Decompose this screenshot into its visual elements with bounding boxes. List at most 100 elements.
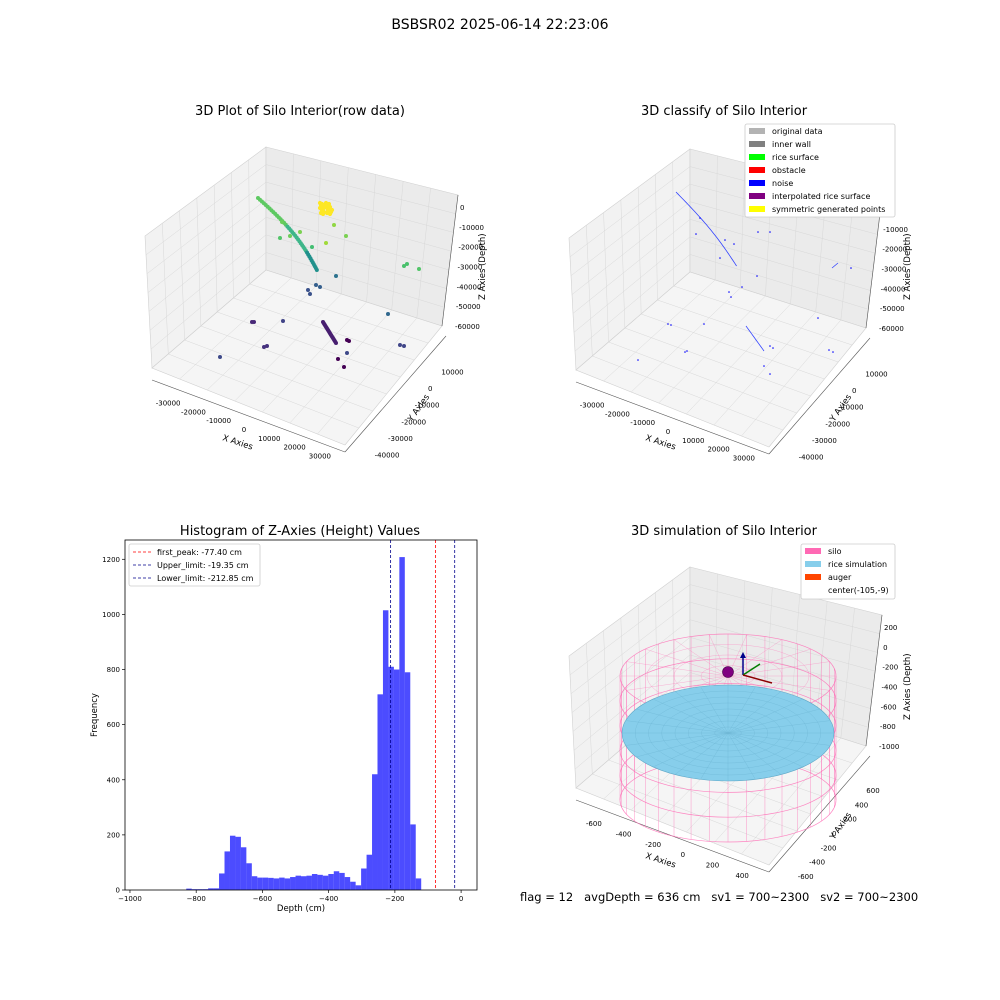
y-tick-label: 10000 xyxy=(865,370,887,378)
y-tick-label: -200 xyxy=(821,844,837,852)
panel2-ticks: -30000-20000-100000100002000030000100000… xyxy=(580,206,908,462)
grid-line xyxy=(290,153,294,279)
y-tick-label: 400 xyxy=(107,776,120,784)
grid-line xyxy=(586,643,593,775)
grid-line xyxy=(265,181,454,233)
histogram-bar xyxy=(372,774,378,890)
y-tick-label: -400 xyxy=(809,859,825,867)
z-axis-line xyxy=(441,194,459,327)
z-axis-line xyxy=(865,196,883,329)
rice-mesh xyxy=(727,686,756,734)
histogram-bar xyxy=(224,851,230,890)
rice-mesh xyxy=(652,698,729,734)
z-tick-label: -600 xyxy=(881,703,897,711)
noise-point xyxy=(741,286,743,288)
grid-line xyxy=(603,212,609,343)
rice-surface xyxy=(621,684,835,782)
histogram-bar xyxy=(328,874,334,890)
status-footer: flag = 12 avgDepth = 636 cm sv1 = 700~23… xyxy=(520,890,919,904)
grid-line xyxy=(200,325,387,395)
x-tick-label: 30000 xyxy=(309,452,331,460)
rice-mesh xyxy=(636,708,729,734)
legend-label: auger xyxy=(828,573,852,582)
histogram-bar xyxy=(202,889,209,890)
grid-line xyxy=(655,174,658,301)
grid-line xyxy=(603,630,609,761)
noise-point xyxy=(684,351,686,353)
legend-label: interpolated rice surface xyxy=(772,192,870,201)
histogram-bar xyxy=(382,610,389,890)
legend-label: rice surface xyxy=(772,153,819,162)
data-point xyxy=(321,209,327,215)
grid-line xyxy=(213,185,218,313)
axis-arrow-y xyxy=(742,663,761,676)
legend-swatch xyxy=(749,206,765,212)
grid-line xyxy=(657,299,839,363)
histogram-bar xyxy=(306,875,312,890)
histogram-bar xyxy=(393,669,400,890)
z-tick-label: 0 xyxy=(460,204,464,212)
legend-label: center(-105,-9) xyxy=(828,586,889,595)
grid-line xyxy=(231,172,234,299)
z-tick-label: -60000 xyxy=(879,325,904,333)
rice-mesh xyxy=(700,686,729,734)
grid-line xyxy=(689,236,871,291)
data-point xyxy=(281,319,285,323)
panel2-points xyxy=(637,191,852,375)
z-axis-line xyxy=(865,614,883,747)
histogram-bar xyxy=(339,872,345,890)
legend-frame xyxy=(800,543,896,600)
grid-line xyxy=(248,159,250,285)
histogram-bar xyxy=(415,878,422,890)
legend-label: Lower_limit: -212.85 cm xyxy=(157,574,254,583)
legend-label: obstacle xyxy=(772,166,806,175)
y-tick-label: 600 xyxy=(866,787,879,795)
x-tick-label: -10000 xyxy=(206,417,231,425)
rice-mesh xyxy=(727,732,820,758)
noise-point xyxy=(769,231,771,233)
legend-swatch xyxy=(749,193,765,199)
grid-line xyxy=(206,285,317,391)
y-tick-label: -20000 xyxy=(825,420,850,428)
legend-swatch xyxy=(749,141,765,147)
legend-label: rice simulation xyxy=(828,560,887,569)
data-point xyxy=(405,262,409,266)
data-point xyxy=(334,341,338,345)
y-tick-label: -30000 xyxy=(812,437,837,445)
grid-line xyxy=(416,188,431,319)
data-point xyxy=(280,220,284,224)
data-point xyxy=(402,264,406,268)
histogram-bar xyxy=(191,889,198,890)
x-tick-label: 0 xyxy=(242,426,246,434)
x-tick-label: -400 xyxy=(616,830,632,838)
data-point xyxy=(314,268,319,272)
histogram-bars xyxy=(186,557,422,890)
noise-point xyxy=(756,275,758,277)
grid-line xyxy=(658,295,766,404)
figure-suptitle: BSBSR02 2025-06-14 22:23:06 xyxy=(391,17,609,33)
z-tick-label: -200 xyxy=(882,664,898,672)
data-point xyxy=(288,234,292,238)
histogram-bar xyxy=(279,877,285,890)
legend-swatch xyxy=(749,128,765,134)
data-point xyxy=(265,344,269,348)
grid-line xyxy=(741,319,842,437)
noise-point xyxy=(817,317,819,319)
y-tick-label: -40000 xyxy=(799,454,824,462)
histogram-bar xyxy=(333,871,340,890)
panel2-title: 3D classify of Silo Interior xyxy=(640,104,808,119)
rice-mesh xyxy=(674,691,729,734)
grid-line xyxy=(574,254,691,352)
histogram-bar xyxy=(251,876,258,890)
rice-mesh xyxy=(727,698,804,734)
data-point xyxy=(344,234,348,238)
rice-mesh xyxy=(700,732,729,780)
histogram-bar xyxy=(268,877,274,890)
grid-line xyxy=(233,297,415,361)
panel1-zlabel: Z Axies (Depth) xyxy=(478,233,488,300)
grid-line xyxy=(341,167,349,295)
grid-line xyxy=(630,287,741,393)
